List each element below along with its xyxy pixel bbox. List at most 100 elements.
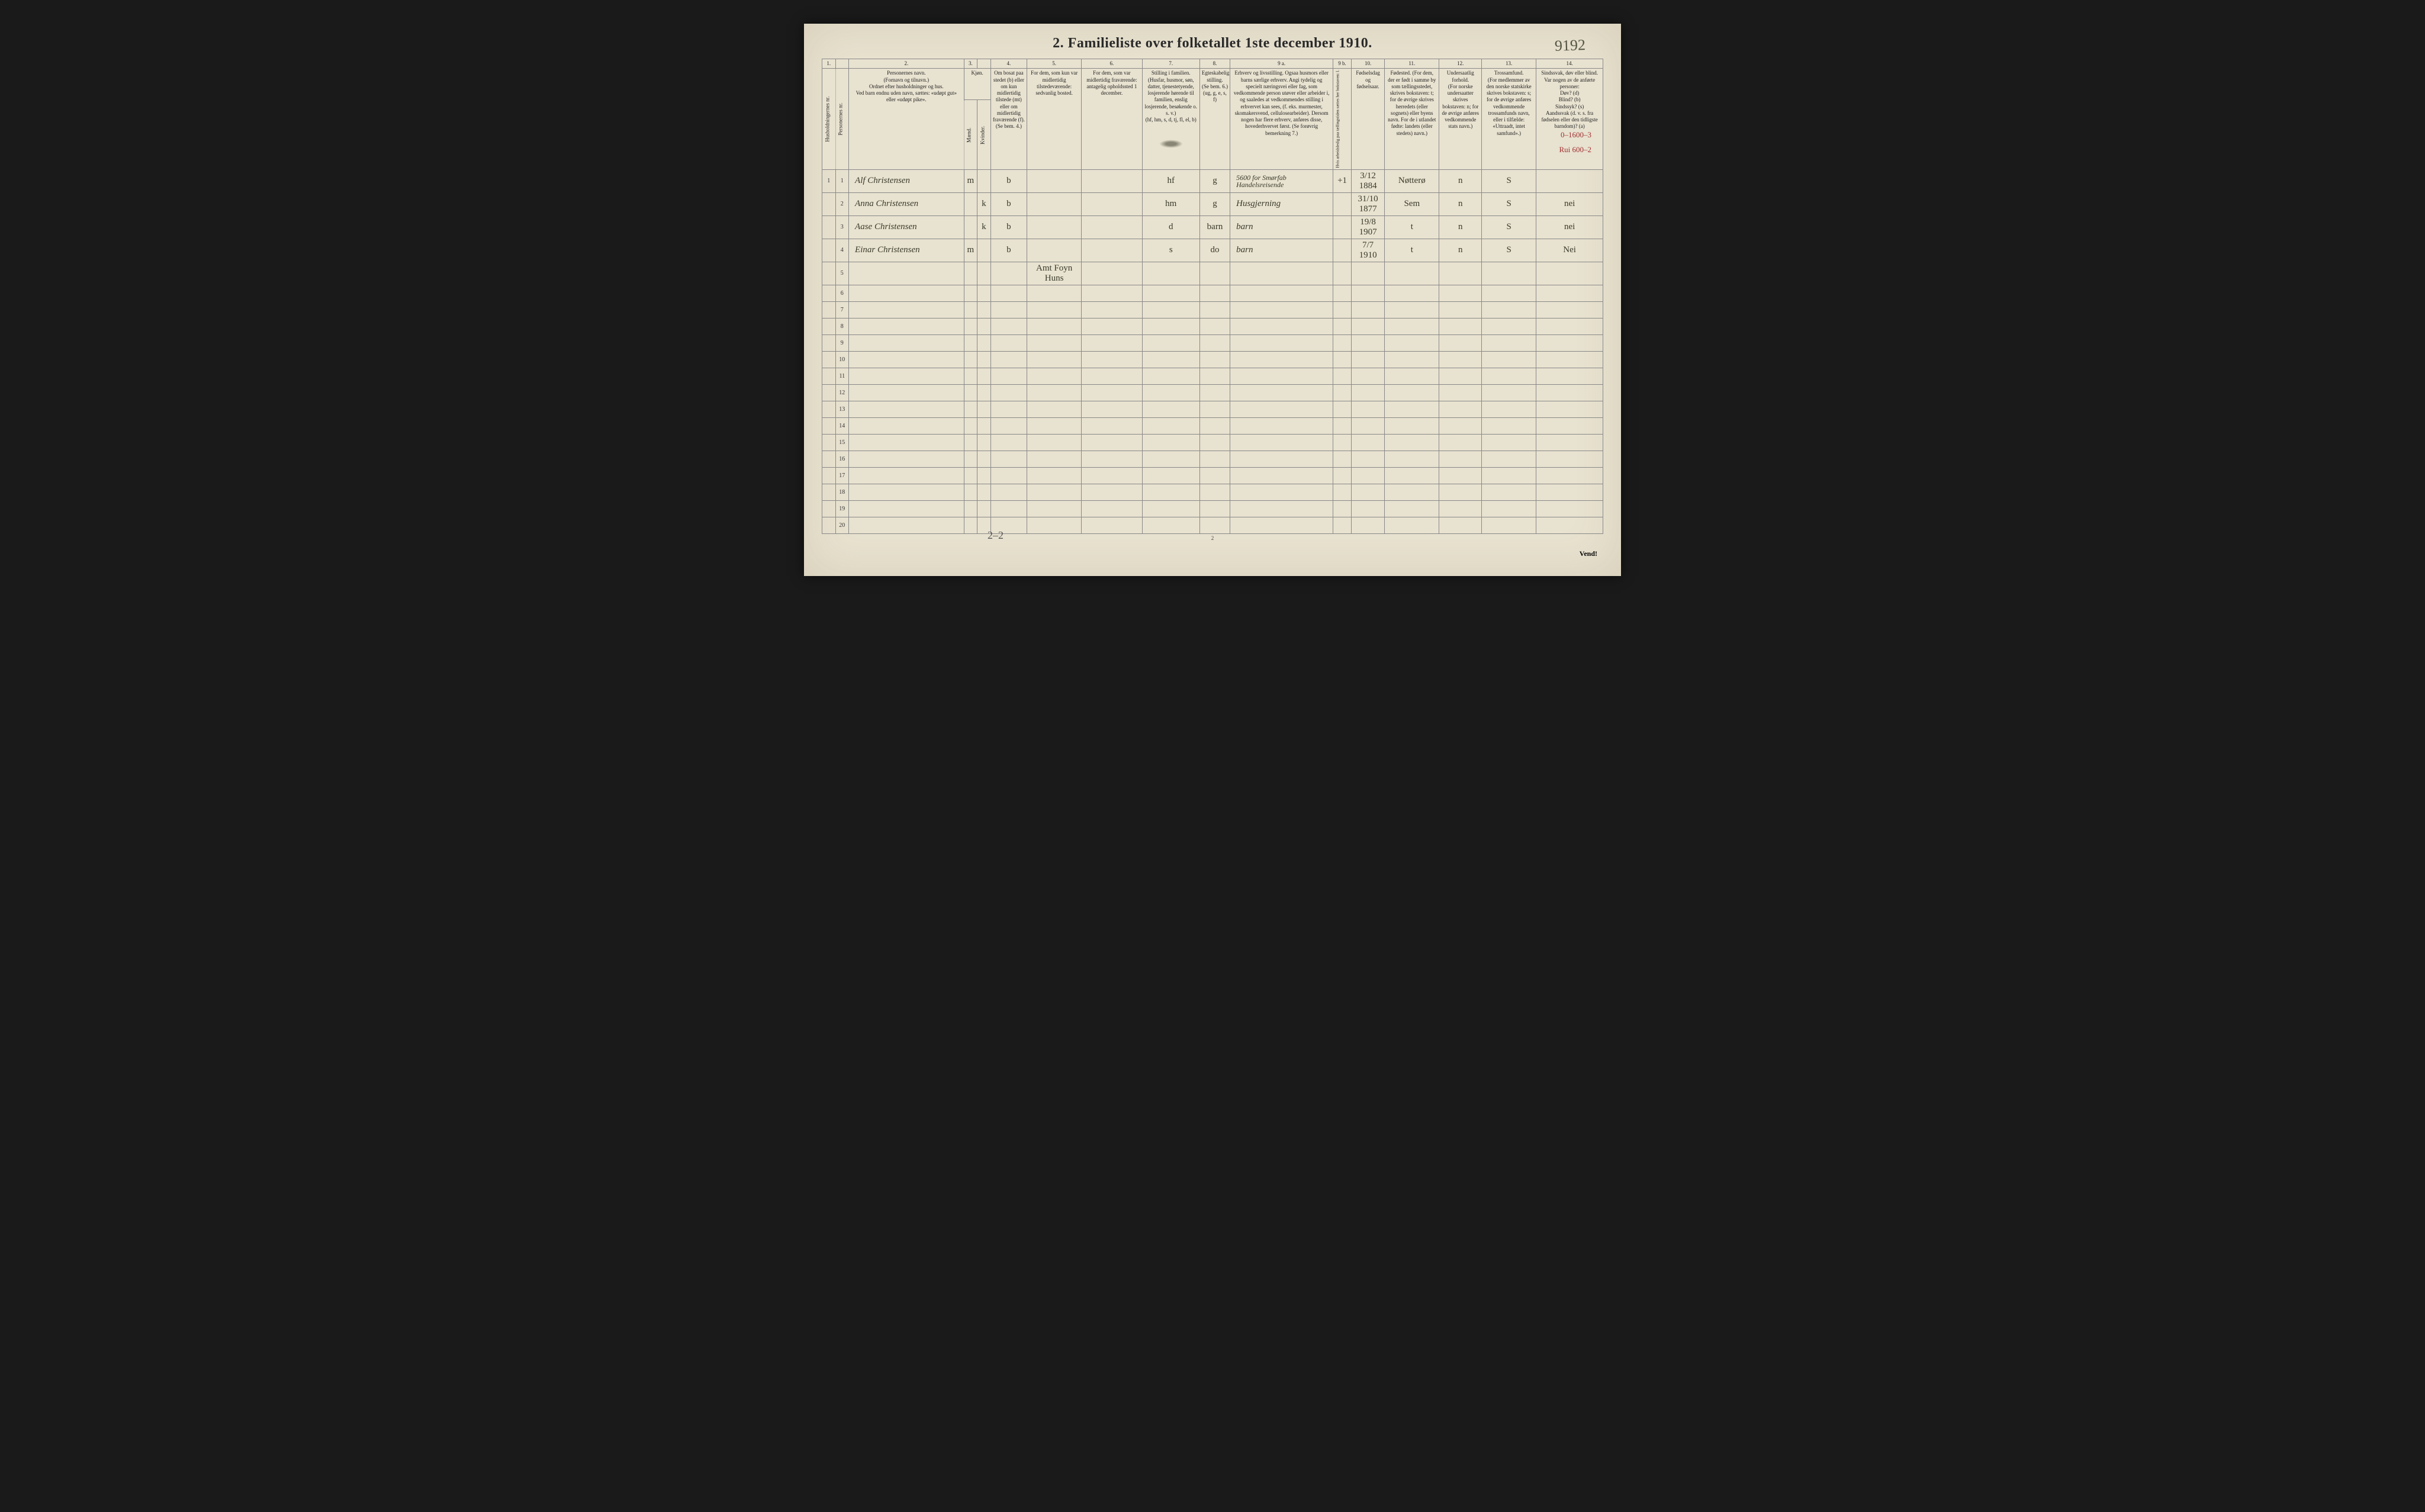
table-row: 15 (822, 434, 1603, 451)
table-row: 3Aase Christensenkbdbarnbarn19/8 1907tnS… (822, 215, 1603, 239)
cell (822, 351, 836, 368)
col-num: 13. (1482, 59, 1536, 69)
cell (1199, 434, 1230, 451)
cell (1482, 517, 1536, 533)
cell (990, 434, 1027, 451)
cell (1333, 484, 1352, 500)
cell: n (1439, 215, 1482, 239)
cell (990, 467, 1027, 484)
col1-header: Husholdningernes nr. (822, 69, 836, 170)
ink-smudge (1159, 140, 1183, 148)
cell (822, 334, 836, 351)
cell: 1 (835, 169, 849, 192)
table-row: 7 (822, 301, 1603, 318)
cell (1230, 434, 1333, 451)
cell (1082, 262, 1142, 285)
cell (1351, 301, 1384, 318)
cell (1536, 318, 1603, 334)
page-id-handwritten: 9192 (1554, 36, 1585, 55)
cell (1439, 417, 1482, 434)
column-number-row: 1.2.3.4.5.6.7.8.9 a.9 b.10.11.12.13.14. (822, 59, 1603, 69)
cell (1333, 351, 1352, 368)
col6-header: For dem, som var midlertidig fraværende:… (1082, 69, 1142, 170)
cell (822, 301, 836, 318)
col-num: 6. (1082, 59, 1142, 69)
cell (1230, 301, 1333, 318)
cell (1482, 484, 1536, 500)
cell (1351, 285, 1384, 301)
cell: m (964, 169, 977, 192)
col-num: 3. (964, 59, 977, 69)
cell (1142, 262, 1199, 285)
cell (1082, 384, 1142, 401)
cell (1082, 239, 1142, 262)
cell (1333, 239, 1352, 262)
cell (1333, 434, 1352, 451)
cell: 4 (835, 239, 849, 262)
cell (1082, 484, 1142, 500)
col9b-header: Hvis arbeidsledig paa tællingstiden sætt… (1333, 69, 1352, 170)
cell (1230, 517, 1333, 533)
cell: m (964, 239, 977, 262)
cell (1351, 384, 1384, 401)
census-page: 9192 2. Familieliste over folketallet 1s… (804, 24, 1621, 576)
cell (1027, 318, 1082, 334)
cell: S (1482, 215, 1536, 239)
cell: 31/10 1877 (1351, 192, 1384, 215)
cell (964, 484, 977, 500)
cell: 19/8 1907 (1351, 215, 1384, 239)
cell (1082, 215, 1142, 239)
cell: S (1482, 169, 1536, 192)
cell (1385, 262, 1439, 285)
cell (1482, 318, 1536, 334)
cell: b (990, 239, 1027, 262)
col-num: 9 a. (1230, 59, 1333, 69)
cell (1351, 318, 1384, 334)
cell (1199, 484, 1230, 500)
cell (977, 484, 991, 500)
cell (1082, 318, 1142, 334)
header-row: Husholdningernes nr. Personernes nr. Per… (822, 69, 1603, 100)
cell (1199, 467, 1230, 484)
cell (1439, 368, 1482, 384)
cell (990, 500, 1027, 517)
cell (1027, 192, 1082, 215)
table-row: 18 (822, 484, 1603, 500)
cell (977, 301, 991, 318)
red-annotation-row1: Rui 600–2 (1559, 145, 1591, 155)
table-row: 8 (822, 318, 1603, 334)
page-number: 2 (822, 535, 1603, 541)
cell (1199, 384, 1230, 401)
cell (1230, 467, 1333, 484)
cell (990, 334, 1027, 351)
cell (1199, 417, 1230, 434)
cell: hm (1142, 192, 1199, 215)
cell (1027, 500, 1082, 517)
cell (849, 517, 964, 533)
cell (964, 451, 977, 467)
cell (977, 318, 991, 334)
cell (849, 401, 964, 417)
cell: S (1482, 192, 1536, 215)
cell: 18 (835, 484, 849, 500)
cell (964, 401, 977, 417)
table-body: 11Alf Christensenmbhfg5600 for Smørfab H… (822, 169, 1603, 533)
cell: b (990, 215, 1027, 239)
cell (1199, 318, 1230, 334)
cell: Husgjerning (1230, 192, 1333, 215)
cell (822, 434, 836, 451)
cell (1351, 434, 1384, 451)
cell: t (1385, 215, 1439, 239)
cell (1351, 484, 1384, 500)
cell (849, 351, 964, 368)
cell (1082, 285, 1142, 301)
cell (977, 417, 991, 434)
cell (849, 500, 964, 517)
cell (977, 239, 991, 262)
cell (1142, 384, 1199, 401)
cell (1482, 301, 1536, 318)
cell (1333, 368, 1352, 384)
col-num (977, 59, 991, 69)
cell (822, 417, 836, 434)
cell: 14 (835, 417, 849, 434)
